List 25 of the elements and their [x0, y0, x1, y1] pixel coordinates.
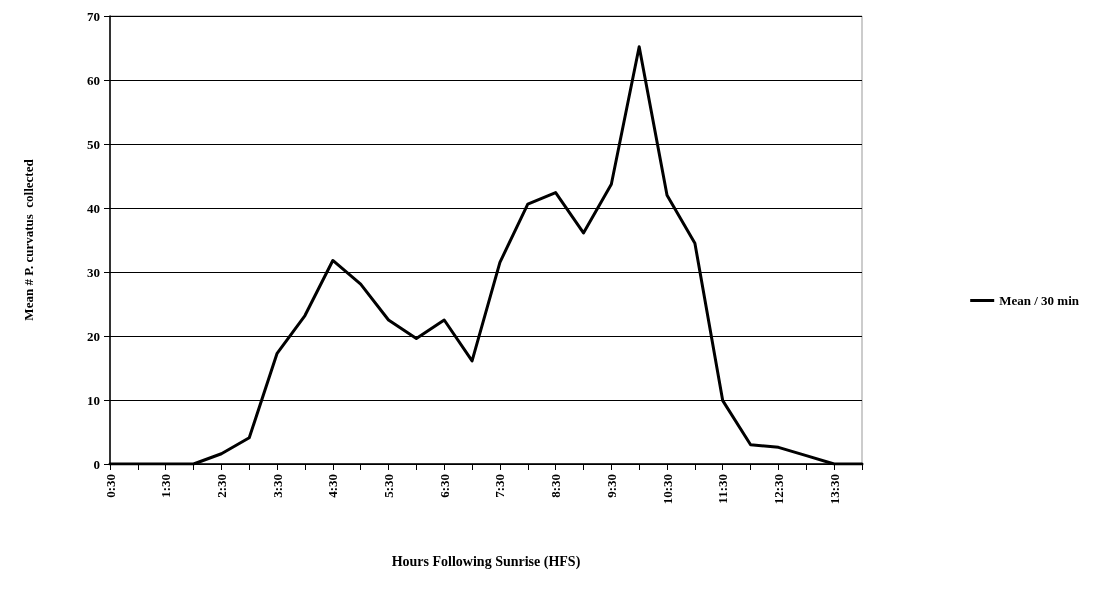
x-tick-label: 12:30: [770, 474, 786, 505]
x-tick-label: 0:30: [102, 474, 118, 498]
x-tick-label: 4:30: [325, 474, 341, 498]
x-tick-label: 3:30: [269, 474, 285, 498]
x-tick-label: 9:30: [603, 474, 619, 498]
legend-label: Mean / 30 min: [999, 293, 1080, 308]
y-tick-label: 70: [87, 8, 100, 24]
y-tick-label: 40: [87, 200, 100, 216]
y-axis-title: Mean # P. curvatus collected: [21, 158, 36, 321]
x-tick-label: 1:30: [158, 474, 174, 498]
x-tick-label: 7:30: [492, 474, 508, 498]
y-tick-label: 0: [93, 456, 100, 472]
x-tick-label: 8:30: [548, 474, 564, 498]
x-axis-title: Hours Following Sunrise (HFS): [391, 553, 581, 570]
x-tick-label: 2:30: [213, 474, 229, 498]
y-tick-label: 50: [87, 136, 100, 152]
y-tick-label: 20: [87, 328, 100, 344]
y-tick-label: 10: [87, 392, 100, 408]
x-tick-label: 6:30: [436, 474, 452, 498]
x-tick-label: 5:30: [381, 474, 397, 498]
x-tick-label: 10:30: [659, 474, 675, 505]
x-tick-label: 11:30: [715, 474, 731, 504]
x-tick-label: 13:30: [826, 474, 842, 505]
y-tick-label: 60: [87, 72, 100, 88]
y-tick-label: 30: [87, 264, 100, 280]
